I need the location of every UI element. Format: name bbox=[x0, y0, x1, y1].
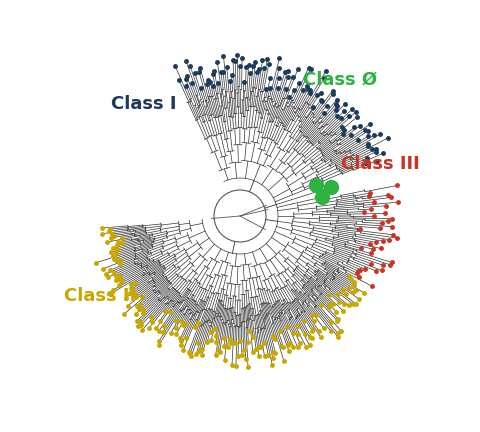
Text: Class III: Class III bbox=[341, 155, 420, 173]
Text: Class I: Class I bbox=[111, 95, 177, 113]
Text: Class Ø: Class Ø bbox=[303, 71, 377, 89]
Text: Class II: Class II bbox=[64, 287, 136, 305]
